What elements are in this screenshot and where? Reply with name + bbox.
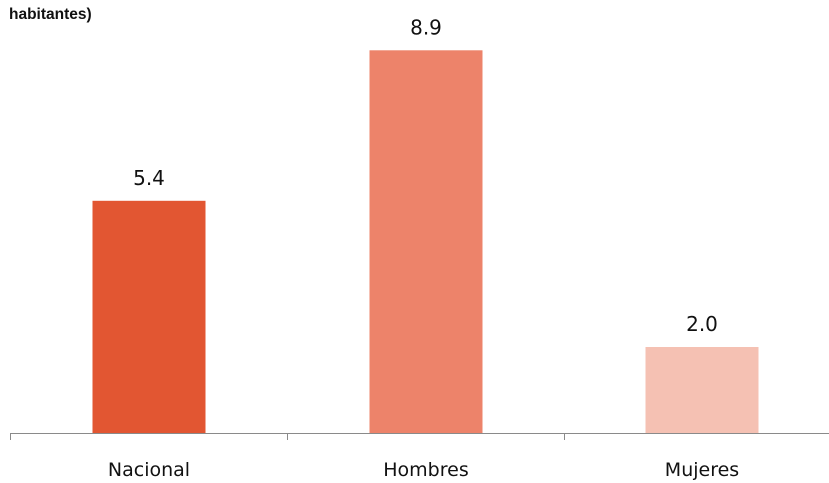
category-label-hombres: Hombres [383,459,468,481]
value-label-hombres: 8.9 [410,15,442,39]
value-label-mujeres: 2.0 [686,312,718,336]
value-label-nacional: 5.4 [133,166,165,190]
category-labels-group: Nacional Hombres Mujeres [108,459,739,481]
bar-hombres [369,50,483,434]
bar-mujeres [645,347,759,433]
category-label-nacional: Nacional [108,459,190,481]
chart-title: habitantes) [9,6,92,23]
bar-nacional [92,200,206,433]
value-labels-group: 5.4 8.9 2.0 [133,15,718,336]
bars-group [92,50,759,434]
category-label-mujeres: Mujeres [665,459,739,481]
x-axis-ticks [10,433,565,440]
